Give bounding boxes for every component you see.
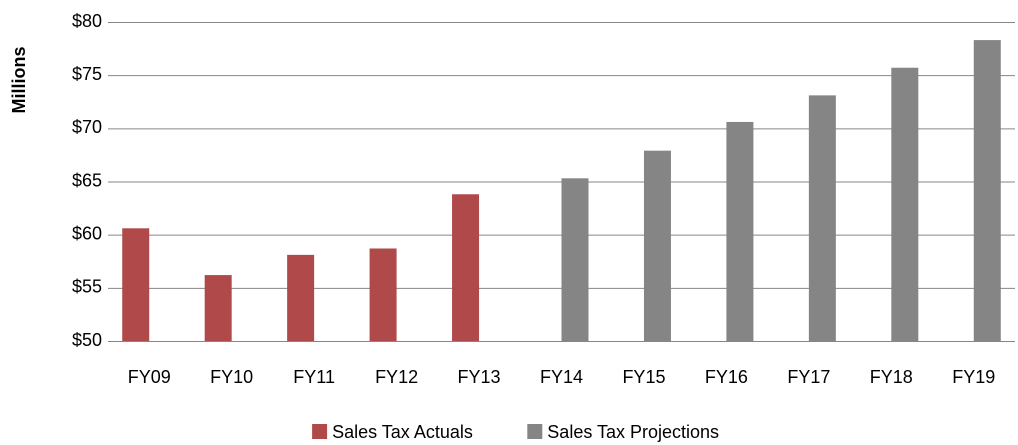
- x-tick-label: FY09: [128, 367, 171, 387]
- bar: [808, 95, 836, 342]
- bar: [122, 228, 150, 341]
- x-tick-label: FY13: [458, 367, 501, 387]
- bar: [973, 40, 1001, 342]
- legend-label: Sales Tax Projections: [547, 422, 719, 442]
- x-tick-label: FY17: [787, 367, 830, 387]
- x-tick-label: FY14: [540, 367, 583, 387]
- bar: [369, 248, 397, 341]
- bar: [452, 194, 480, 341]
- y-axis-label: Millions: [9, 47, 29, 114]
- bar: [561, 178, 589, 341]
- y-tick-label: $75: [72, 64, 102, 84]
- legend-label: Sales Tax Actuals: [332, 422, 473, 442]
- bar: [204, 275, 232, 341]
- x-tick-label: FY15: [622, 367, 665, 387]
- bar: [891, 67, 919, 342]
- x-tick-label: FY19: [952, 367, 995, 387]
- x-tick-label: FY18: [870, 367, 913, 387]
- bar: [726, 121, 754, 341]
- x-tick-label: FY11: [293, 367, 335, 387]
- bar: [287, 254, 315, 341]
- y-tick-label: $55: [72, 277, 102, 297]
- x-tick-label: FY10: [210, 367, 253, 387]
- bar: [643, 150, 671, 341]
- legend-swatch: [527, 424, 543, 439]
- y-tick-label: $60: [72, 223, 102, 243]
- x-tick-label: FY12: [375, 367, 418, 387]
- x-tick-label: FY16: [705, 367, 748, 387]
- y-tick-label: $80: [72, 11, 102, 31]
- y-tick-label: $65: [72, 170, 102, 190]
- legend-swatch: [312, 424, 328, 439]
- y-tick-label: $50: [72, 330, 102, 350]
- y-tick-label: $70: [72, 117, 102, 137]
